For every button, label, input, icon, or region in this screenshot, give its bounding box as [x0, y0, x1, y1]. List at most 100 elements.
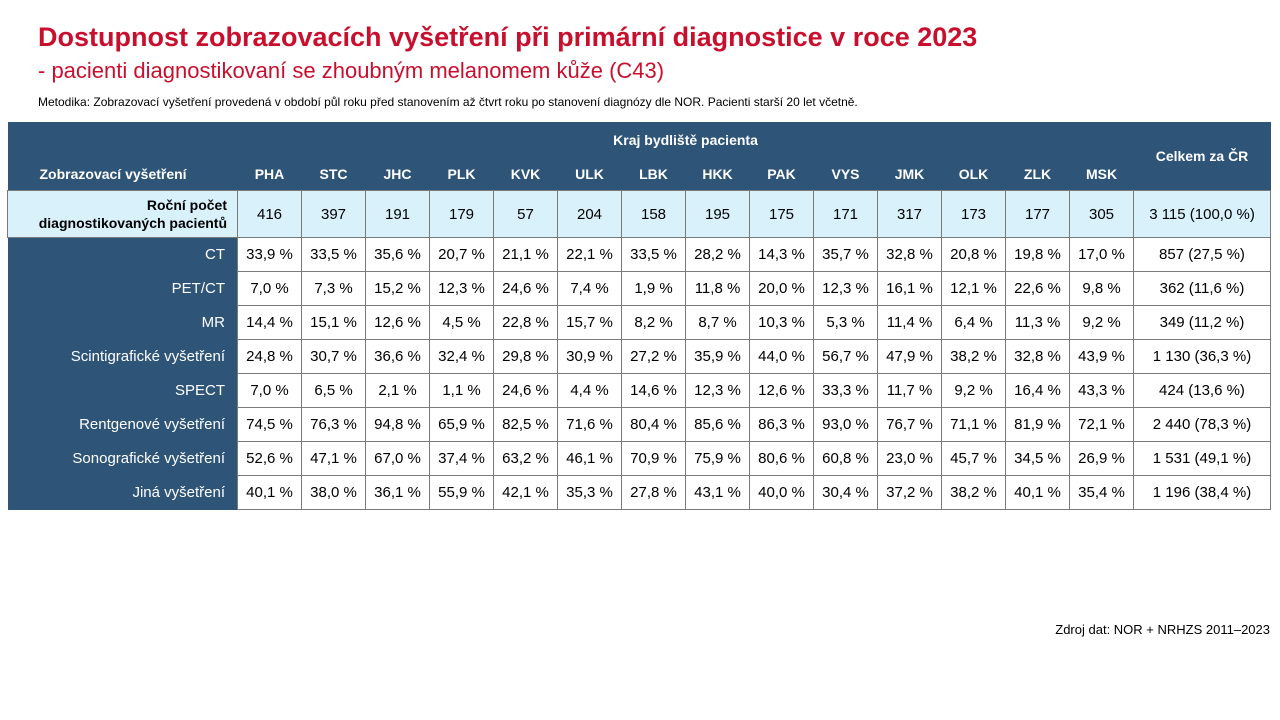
- count-cell: 195: [685, 190, 750, 238]
- value-cell: 40,0 %: [749, 475, 814, 510]
- header-row-top: Zobrazovací vyšetření Kraj bydliště paci…: [7, 122, 1271, 191]
- availability-table: Zobrazovací vyšetření Kraj bydliště paci…: [7, 122, 1271, 510]
- value-cell: 94,8 %: [365, 407, 430, 442]
- total-cell: 2 440 (78,3 %): [1133, 407, 1271, 442]
- data-source: Zdroj dat: NOR + NRHZS 2011–2023: [1055, 622, 1270, 637]
- value-cell: 76,3 %: [301, 407, 366, 442]
- value-cell: 37,4 %: [429, 441, 494, 476]
- value-cell: 38,2 %: [941, 475, 1006, 510]
- table-row: Sonografické vyšetření 52,6 % 47,1 % 67,0 %…: [7, 441, 1271, 476]
- region-header: Kraj bydliště pacienta: [237, 122, 1134, 158]
- value-cell: 7,0 %: [237, 271, 302, 306]
- value-cell: 20,0 %: [749, 271, 814, 306]
- region-code-plk: PLK: [429, 158, 494, 191]
- value-cell: 15,7 %: [557, 305, 622, 340]
- total-cell: 1 130 (36,3 %): [1133, 339, 1271, 374]
- value-cell: 30,9 %: [557, 339, 622, 374]
- region-code-pak: PAK: [749, 158, 814, 191]
- value-cell: 12,6 %: [365, 305, 430, 340]
- total-cell: 1 196 (38,4 %): [1133, 475, 1271, 510]
- region-code-pha: PHA: [237, 158, 302, 191]
- region-code-zlk: ZLK: [1005, 158, 1070, 191]
- value-cell: 14,6 %: [621, 373, 686, 408]
- value-cell: 4,4 %: [557, 373, 622, 408]
- total-header: Celkem za ČR: [1133, 122, 1271, 191]
- count-cell: 173: [941, 190, 1006, 238]
- value-cell: 22,8 %: [493, 305, 558, 340]
- value-cell: 1,1 %: [429, 373, 494, 408]
- value-cell: 22,6 %: [1005, 271, 1070, 306]
- value-cell: 19,8 %: [1005, 237, 1070, 272]
- region-code-msk: MSK: [1069, 158, 1134, 191]
- count-cell: 305: [1069, 190, 1134, 238]
- row-label: MR: [7, 305, 238, 340]
- value-cell: 82,5 %: [493, 407, 558, 442]
- total-cell: 362 (11,6 %): [1133, 271, 1271, 306]
- value-cell: 7,4 %: [557, 271, 622, 306]
- region-code-vys: VYS: [813, 158, 878, 191]
- count-cell: 177: [1005, 190, 1070, 238]
- value-cell: 32,8 %: [1005, 339, 1070, 374]
- value-cell: 80,4 %: [621, 407, 686, 442]
- value-cell: 47,9 %: [877, 339, 942, 374]
- value-cell: 38,2 %: [941, 339, 1006, 374]
- value-cell: 24,6 %: [493, 373, 558, 408]
- header-row-regions: PHA STC JHC PLK KVK ULK LBK HKK PAK VYS JMK OLK ZLK M…: [7, 158, 1271, 191]
- value-cell: 75,9 %: [685, 441, 750, 476]
- value-cell: 1,9 %: [621, 271, 686, 306]
- value-cell: 12,3 %: [685, 373, 750, 408]
- value-cell: 11,4 %: [877, 305, 942, 340]
- value-cell: 7,3 %: [301, 271, 366, 306]
- value-cell: 52,6 %: [237, 441, 302, 476]
- value-cell: 30,4 %: [813, 475, 878, 510]
- value-cell: 16,4 %: [1005, 373, 1070, 408]
- value-cell: 11,8 %: [685, 271, 750, 306]
- value-cell: 7,0 %: [237, 373, 302, 408]
- value-cell: 24,6 %: [493, 271, 558, 306]
- page-title: Dostupnost zobrazovacích vyšetření při p…: [38, 22, 978, 52]
- value-cell: 35,3 %: [557, 475, 622, 510]
- value-cell: 17,0 %: [1069, 237, 1134, 272]
- total-cell: 857 (27,5 %): [1133, 237, 1271, 272]
- methodology-note: Metodika: Zobrazovací vyšetření proveden…: [38, 95, 858, 109]
- value-cell: 38,0 %: [301, 475, 366, 510]
- value-cell: 43,9 %: [1069, 339, 1134, 374]
- value-cell: 27,8 %: [621, 475, 686, 510]
- table-row: SPECT 7,0 % 6,5 % 2,1 % 1,1 % 24,6 % 4,4 % 14,6…: [7, 373, 1271, 408]
- row-label: CT: [7, 237, 238, 272]
- value-cell: 55,9 %: [429, 475, 494, 510]
- count-cell: 175: [749, 190, 814, 238]
- row-label: SPECT: [7, 373, 238, 408]
- row-label: Scintigrafické vyšetření: [7, 339, 238, 374]
- value-cell: 10,3 %: [749, 305, 814, 340]
- value-cell: 26,9 %: [1069, 441, 1134, 476]
- table-row: Rentgenové vyšetření 74,5 % 76,3 % 94,8 % 65…: [7, 407, 1271, 442]
- table-row: PET/CT 7,0 % 7,3 % 15,2 % 12,3 % 24,6 % 7,4 % 1…: [7, 271, 1271, 306]
- count-cell: 204: [557, 190, 622, 238]
- page-subtitle: - pacienti diagnostikovaní se zhoubným m…: [38, 58, 665, 83]
- value-cell: 65,9 %: [429, 407, 494, 442]
- value-cell: 80,6 %: [749, 441, 814, 476]
- value-cell: 32,8 %: [877, 237, 942, 272]
- value-cell: 29,8 %: [493, 339, 558, 374]
- count-cell: 191: [365, 190, 430, 238]
- value-cell: 43,3 %: [1069, 373, 1134, 408]
- value-cell: 44,0 %: [749, 339, 814, 374]
- count-cell: 317: [877, 190, 942, 238]
- value-cell: 22,1 %: [557, 237, 622, 272]
- count-row-label: Roční počet diagnostikovaných pacientů: [7, 190, 238, 238]
- value-cell: 71,1 %: [941, 407, 1006, 442]
- value-cell: 85,6 %: [685, 407, 750, 442]
- count-cell: 179: [429, 190, 494, 238]
- region-code-stc: STC: [301, 158, 366, 191]
- value-cell: 12,3 %: [429, 271, 494, 306]
- value-cell: 47,1 %: [301, 441, 366, 476]
- value-cell: 2,1 %: [365, 373, 430, 408]
- value-cell: 28,2 %: [685, 237, 750, 272]
- value-cell: 6,5 %: [301, 373, 366, 408]
- count-cell: 397: [301, 190, 366, 238]
- value-cell: 36,6 %: [365, 339, 430, 374]
- value-cell: 30,7 %: [301, 339, 366, 374]
- value-cell: 35,6 %: [365, 237, 430, 272]
- value-cell: 8,7 %: [685, 305, 750, 340]
